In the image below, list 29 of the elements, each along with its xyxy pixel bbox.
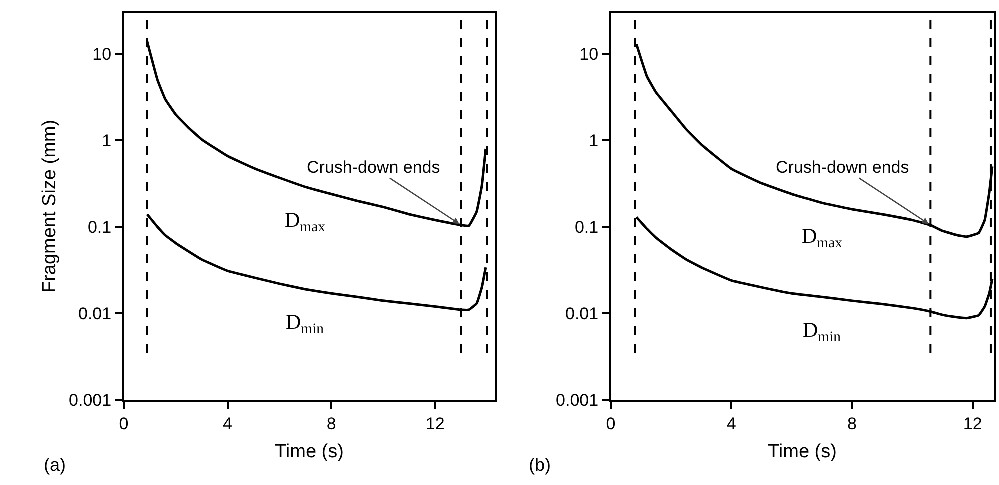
y-tick-label: 0.001	[69, 390, 112, 410]
series-label: D$_{min}$	[803, 318, 842, 346]
annotation: Crush-down ends	[776, 158, 910, 177]
y-tick-label: 10	[92, 45, 112, 64]
y-tick-label: 0.1	[574, 218, 599, 238]
text: (a)	[44, 455, 66, 475]
y-tick-label: 0.1	[88, 218, 112, 238]
y-tick-label: 0.01	[78, 304, 112, 324]
y-tick-label: 1	[589, 132, 599, 151]
x-axis-title: Time (s)	[768, 442, 837, 463]
x-axis-title: Time (s)	[275, 442, 344, 463]
annotation: Crush-down ends	[307, 158, 440, 177]
x-tick-label: 8	[326, 414, 336, 434]
x-tick-label: 0	[606, 414, 616, 434]
x-tick-label: 12	[963, 414, 982, 434]
x-tick-label: 0	[119, 414, 129, 434]
y-tick-label: 0.001	[556, 390, 599, 410]
x-tick-label: 12	[426, 414, 445, 434]
text: (b)	[529, 455, 551, 475]
series-label: D$_{max}$	[285, 208, 326, 236]
y-axis-title: Fragment Size (mm)	[39, 120, 60, 294]
y-tick-label: 1	[102, 132, 112, 151]
series-label: D$_{max}$	[802, 224, 844, 252]
y-tick-label: 10	[580, 45, 599, 64]
x-tick-label: 4	[726, 414, 736, 434]
x-tick-label: 8	[848, 414, 857, 434]
x-tick-label: 4	[223, 414, 233, 434]
series-label: D$_{min}$	[286, 310, 325, 338]
y-tick-label: 0.01	[566, 304, 599, 324]
